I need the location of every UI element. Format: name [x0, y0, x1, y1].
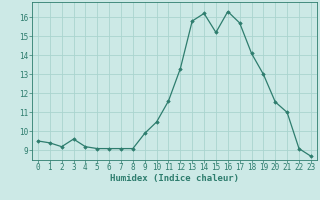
- X-axis label: Humidex (Indice chaleur): Humidex (Indice chaleur): [110, 174, 239, 183]
